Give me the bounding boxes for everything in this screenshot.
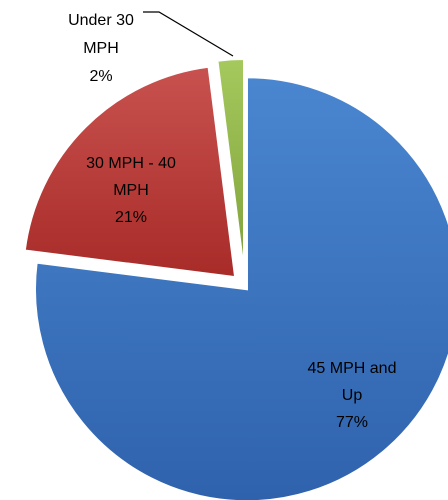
pie-slices <box>23 58 448 500</box>
data-label-under-30-mph: Under 30 MPH 2% <box>68 12 134 85</box>
pie-slice-under-30-mph <box>216 58 245 272</box>
data-label-45-mph-and-up: 45 MPH and Up 77% <box>308 360 397 431</box>
leader-lines <box>143 11 234 57</box>
leader-line-under-30-mph <box>143 11 234 57</box>
data-labels: 45 MPH and Up 77% 30 MPH - 40 MPH 21% Under 30… <box>68 12 396 431</box>
pie-slice-30-mph-40-mph <box>23 65 237 279</box>
pie-slice-45-mph-and-up <box>34 76 448 500</box>
data-label-30-mph-40-mph: 30 MPH - 40 MPH 21% <box>86 155 176 226</box>
